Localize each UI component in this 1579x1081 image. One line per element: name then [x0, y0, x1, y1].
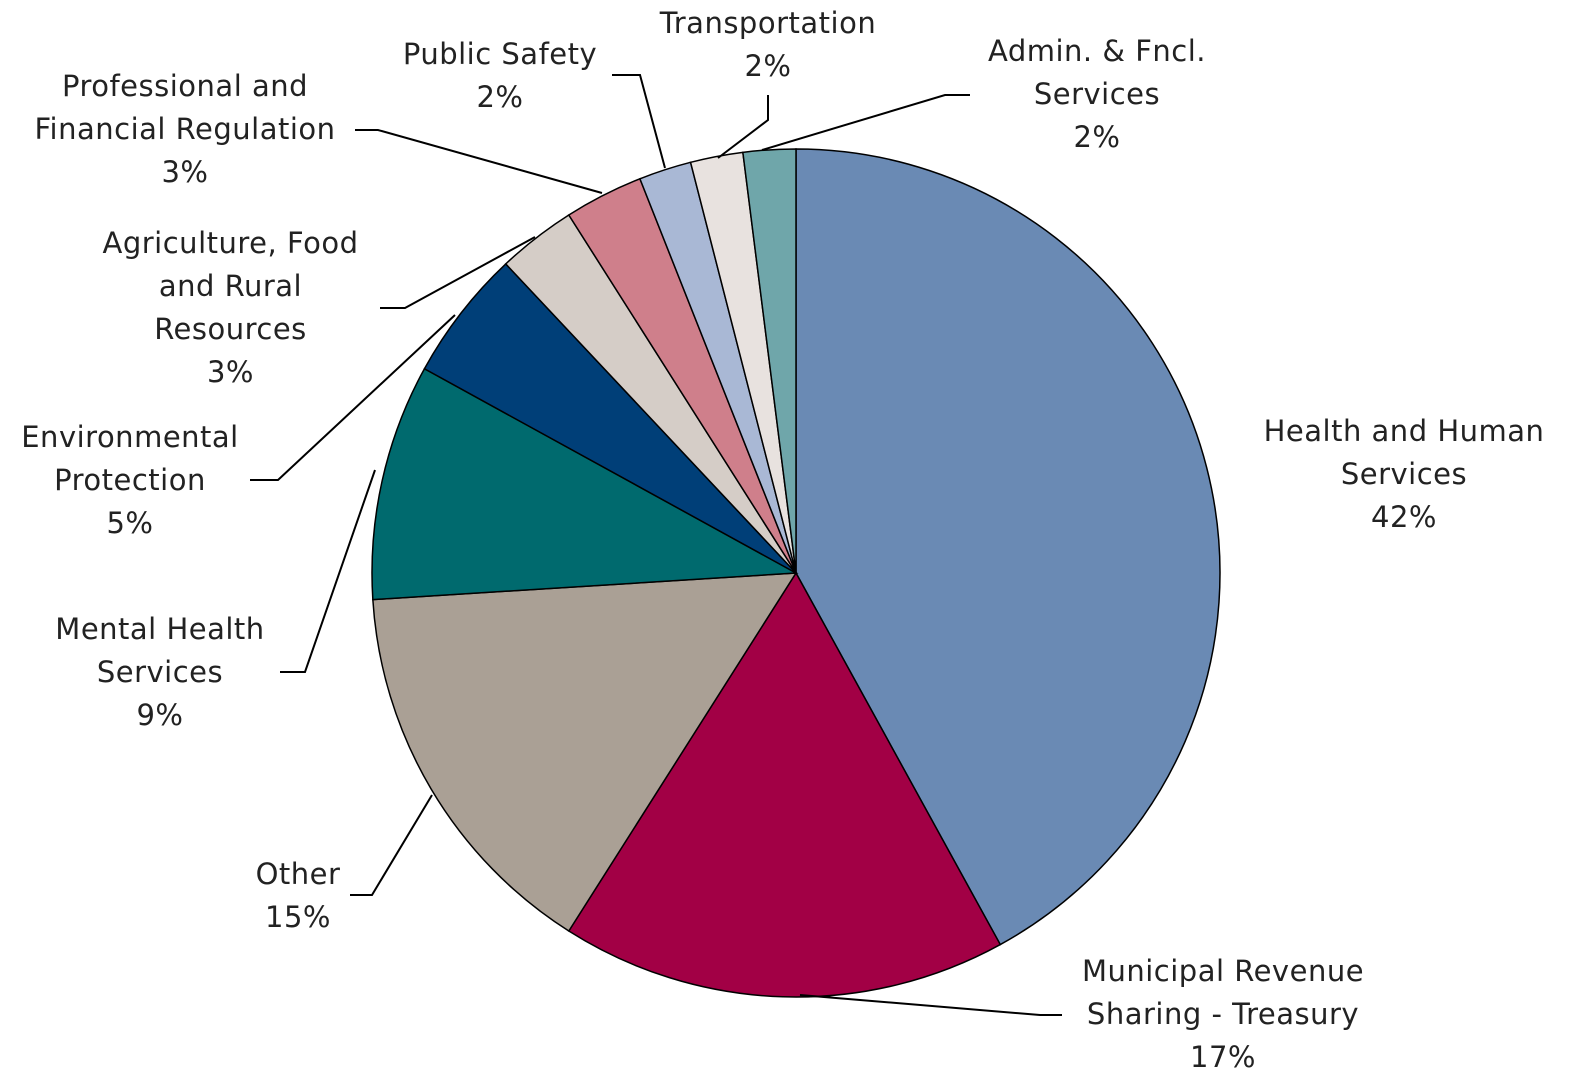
value-label: 9%: [136, 698, 184, 732]
value-label: 3%: [206, 355, 254, 389]
category-label: Mental Health Services: [55, 612, 265, 689]
leader-line: [250, 314, 456, 481]
pie-slice: [371, 367, 799, 601]
slice-label: Agriculture, Food and Rural Resources 3%: [78, 222, 383, 394]
leader-line: [612, 74, 666, 169]
slice-label: Professional and Financial Regulation 3%: [5, 65, 365, 194]
category-label: Environmental Protection: [21, 420, 239, 497]
pie-slice: [372, 572, 798, 933]
category-label: Health and Human Services: [1263, 414, 1545, 491]
category-label: Municipal Revenue Sharing - Treasury: [1081, 954, 1365, 1031]
slice-label: Health and Human Services 42%: [1244, 410, 1564, 539]
value-label: 42%: [1371, 500, 1437, 534]
value-label: 2%: [476, 80, 524, 114]
value-label: 2%: [1073, 120, 1121, 154]
value-label: 2%: [744, 49, 792, 83]
value-label: 17%: [1190, 1040, 1256, 1074]
category-label: Admin. & Fncl. Services: [988, 34, 1206, 111]
leader-line: [350, 794, 433, 896]
category-label: Public Safety: [402, 37, 598, 71]
category-label: Transportation: [659, 6, 877, 40]
slice-label: Other 15%: [218, 853, 378, 939]
value-label: 5%: [106, 506, 154, 540]
pie-slice: [742, 148, 797, 574]
leader-line: [761, 94, 970, 151]
pie-slice: [795, 148, 1221, 946]
category-label: Professional and Financial Regulation: [34, 69, 336, 146]
pie-slice: [567, 571, 1002, 998]
leader-line: [717, 95, 769, 159]
slice-label: Admin. & Fncl. Services 2%: [962, 30, 1232, 159]
slice-label: Mental Health Services 9%: [40, 608, 280, 737]
leader-line: [799, 994, 1062, 1016]
slice-label: Environmental Protection 5%: [10, 416, 250, 545]
leader-line: [280, 469, 376, 673]
category-label: Agriculture, Food and Rural Resources: [102, 226, 359, 346]
value-label: 3%: [161, 155, 209, 189]
value-label: 15%: [265, 900, 331, 934]
category-label: Other: [255, 857, 341, 891]
slice-label: Municipal Revenue Sharing - Treasury 17%: [1058, 950, 1388, 1079]
leader-line: [380, 236, 536, 309]
leader-line: [355, 129, 603, 194]
slice-label: Transportation 2%: [628, 2, 908, 88]
slice-label: Public Safety 2%: [370, 33, 630, 119]
slices: [371, 148, 1221, 998]
